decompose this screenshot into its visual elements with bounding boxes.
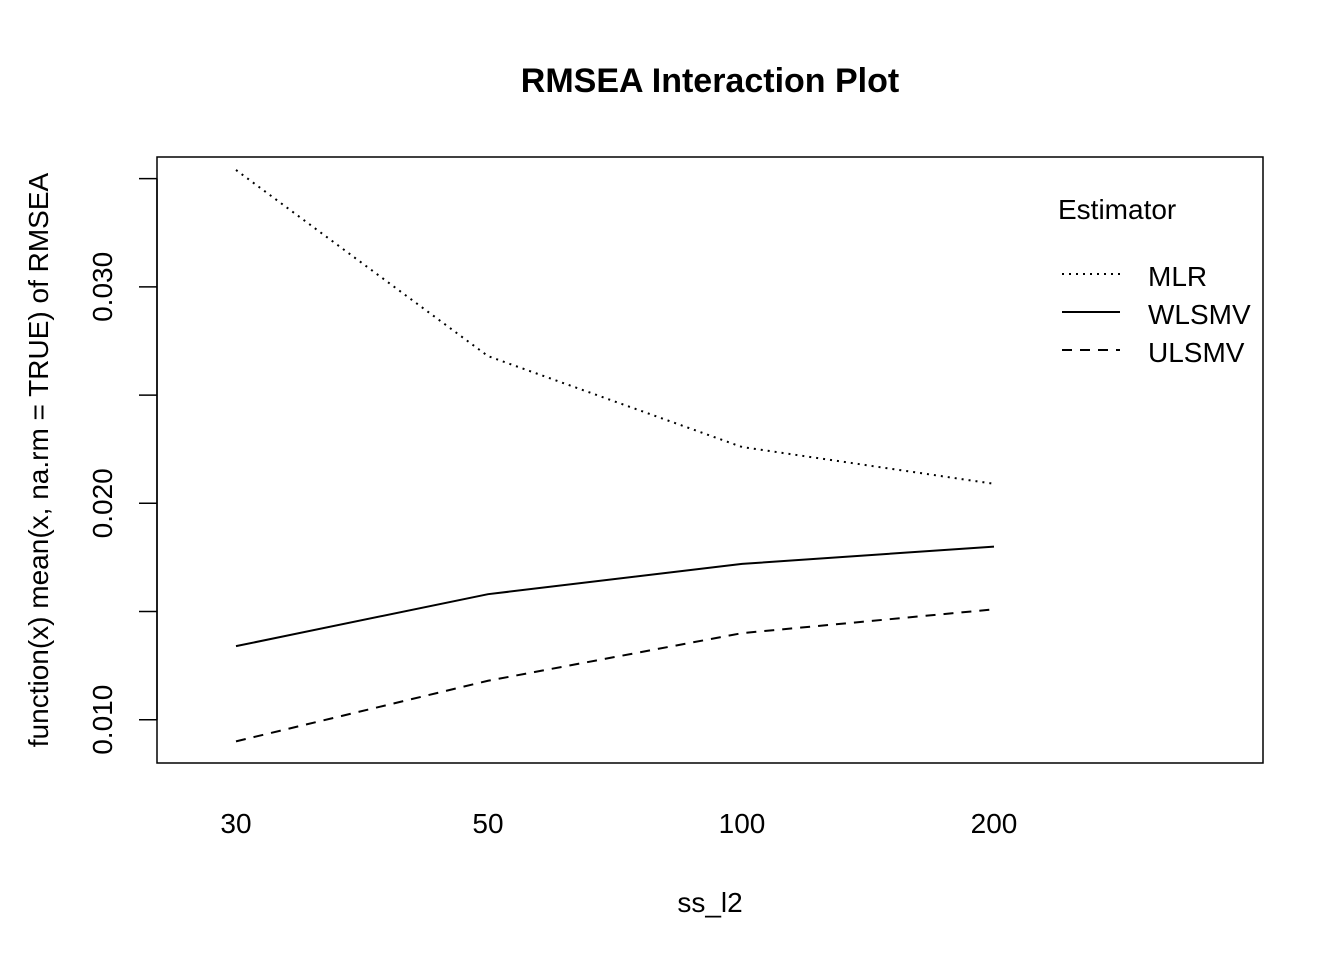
- chart-title: RMSEA Interaction Plot: [521, 62, 899, 100]
- series-line-mlr: [235, 169, 995, 485]
- legend: Estimator MLR WLSMV ULSMV: [1058, 194, 1251, 368]
- x-axis-label: ss_l2: [677, 887, 742, 918]
- y-tick-label: 0.010: [87, 685, 118, 755]
- y-tick-label: 0.020: [87, 468, 118, 538]
- series-line-ulsmv: [235, 608, 995, 743]
- x-tick-label: 50: [472, 808, 503, 839]
- y-axis: 0.010 0.020 0.030: [87, 177, 158, 755]
- y-axis-label: function(x) mean(x, na.rm = TRUE) of RMS…: [23, 172, 54, 747]
- legend-entry: ULSMV: [1148, 337, 1245, 368]
- x-axis: 30 50 100 200: [220, 808, 1017, 839]
- legend-entry: MLR: [1148, 261, 1207, 292]
- x-tick-label: 200: [971, 808, 1018, 839]
- legend-title: Estimator: [1058, 194, 1176, 225]
- plot-frame: [156, 156, 1264, 764]
- series-layer: [235, 169, 995, 743]
- legend-entry: WLSMV: [1148, 299, 1251, 330]
- x-tick-label: 100: [719, 808, 766, 839]
- x-tick-label: 30: [220, 808, 251, 839]
- y-tick-label: 0.030: [87, 252, 118, 322]
- series-line-wlsmv: [235, 545, 995, 648]
